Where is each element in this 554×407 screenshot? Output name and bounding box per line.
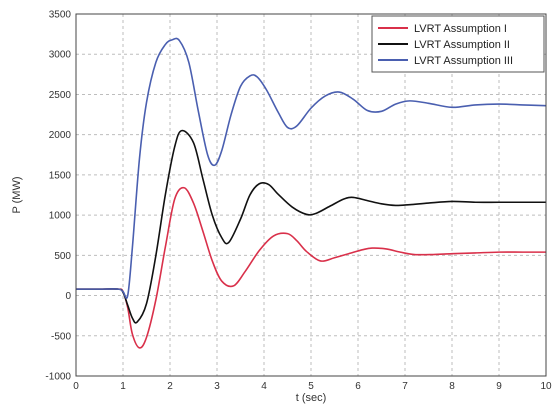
legend-label-1: LVRT Assumption I [414, 23, 507, 35]
x-axis-label: t (sec) [296, 392, 327, 404]
legend-label-2: LVRT Assumption II [414, 39, 510, 51]
y-tick-label: 3500 [49, 10, 72, 21]
y-tick-label: 3000 [49, 50, 72, 61]
series-line-3 [76, 37, 547, 299]
y-tick-label: -500 [51, 331, 71, 342]
y-tick-label: 0 [65, 291, 71, 302]
x-tick-label: 7 [402, 381, 408, 392]
y-axis-label: P (MW) [11, 176, 23, 213]
x-tick-label: 1 [120, 381, 126, 392]
grid-layer [76, 14, 546, 376]
y-tick-label: 1000 [49, 211, 72, 222]
y-tick-label: 2000 [49, 130, 72, 141]
x-tick-label: 9 [496, 381, 502, 392]
legend: LVRT Assumption I LVRT Assumption II LVRT … [371, 15, 545, 73]
x-tick-label: 8 [449, 381, 455, 392]
y-tick-label: -1000 [45, 372, 71, 383]
plot-frame [75, 13, 547, 377]
x-tick-label: 2 [167, 381, 173, 392]
x-tick-label: 0 [73, 381, 79, 392]
y-tick-label: 500 [54, 251, 71, 262]
x-tick-label: 5 [308, 381, 314, 392]
legend-label-3: LVRT Assumption III [414, 55, 513, 67]
series-line-2 [76, 129, 546, 324]
series-layer [76, 37, 547, 349]
x-tick-label: 10 [540, 381, 552, 392]
x-tick-label: 3 [214, 381, 220, 392]
y-tick-label: 2500 [49, 90, 72, 101]
x-tick-label: 6 [355, 381, 361, 392]
series-line-1 [76, 186, 546, 349]
x-tick-label: 4 [261, 381, 267, 392]
tick-layer: 0 1 2 3 4 5 6 7 8 9 10 -1000 -500 0 500 1000 1500 2000 250… [45, 10, 552, 393]
y-tick-label: 1500 [49, 170, 72, 181]
